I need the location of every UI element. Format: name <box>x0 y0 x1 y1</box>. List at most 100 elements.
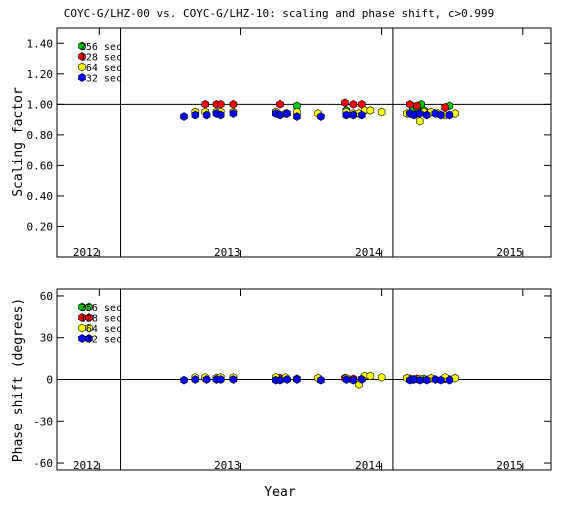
x-tick-label: 2014 <box>355 459 382 472</box>
data-point <box>342 110 351 120</box>
x-tick-label: 2014 <box>355 246 382 259</box>
data-point <box>349 99 358 109</box>
y-tick-label: 0 <box>46 374 53 387</box>
data-point <box>406 99 414 109</box>
data-point <box>366 371 375 381</box>
data-point <box>276 110 284 120</box>
data-point <box>366 106 375 115</box>
y-tick-label: 30 <box>40 332 53 345</box>
data-point <box>317 375 325 385</box>
legend-label: 32 sec <box>86 74 122 85</box>
y-tick-label: 1.00 <box>27 98 54 111</box>
y-tick-label: 0.40 <box>27 190 54 203</box>
data-point <box>431 109 440 118</box>
data-point <box>441 103 449 112</box>
data-point <box>377 373 386 382</box>
legend-marker <box>78 323 86 333</box>
data-point <box>283 109 291 118</box>
data-point <box>413 101 421 111</box>
y-axis-label: Scaling factor <box>11 87 26 197</box>
data-point <box>415 109 424 118</box>
legend-marker <box>85 302 93 312</box>
data-point <box>283 375 291 384</box>
data-point <box>349 375 358 385</box>
y-tick-label: 1.40 <box>27 37 54 50</box>
legend-marker <box>78 334 86 343</box>
legend-label: 64 sec <box>86 324 122 335</box>
y-tick-label: 1.20 <box>27 68 54 81</box>
legend-label: 32 sec <box>86 335 122 346</box>
legend-marker <box>78 62 86 72</box>
data-point <box>445 375 454 385</box>
data-point <box>341 98 349 108</box>
x-axis-label: Year <box>264 485 295 500</box>
panel-bottom: -60 -30 0 30 60 2012 2013 2014 2015 Phase shift (… <box>11 288 552 500</box>
legend-marker <box>85 334 93 343</box>
data-point <box>451 373 459 383</box>
x-tick-label: 2012 <box>73 246 100 259</box>
x-tick-label: 2015 <box>496 246 523 259</box>
legend-marker <box>78 73 86 82</box>
legend-marker <box>78 41 86 51</box>
data-point <box>342 375 351 384</box>
data-point <box>415 116 424 126</box>
data-point <box>445 110 454 120</box>
data-point <box>377 107 386 117</box>
data-point <box>358 110 366 120</box>
y-tick-label: 0.20 <box>27 220 54 233</box>
data-point <box>293 112 301 121</box>
data-point <box>191 375 200 384</box>
data-point <box>423 375 431 385</box>
series-32-sec <box>180 109 454 121</box>
legend-label: 128 sec <box>80 314 122 325</box>
y-tick-label: 0.80 <box>27 129 54 142</box>
series-128-sec <box>201 98 449 112</box>
y-axis-label: Phase shift (degrees) <box>11 298 26 462</box>
data-point <box>180 112 188 121</box>
data-point <box>180 375 188 385</box>
data-point <box>202 375 211 384</box>
data-point <box>423 110 431 120</box>
data-point <box>317 112 325 121</box>
data-point <box>229 375 238 384</box>
data-point <box>358 375 366 384</box>
data-point <box>276 99 284 109</box>
data-point <box>415 375 424 385</box>
legend-marker <box>78 52 86 61</box>
y-tick-label: -60 <box>33 457 53 470</box>
x-tick-label: 2013 <box>214 459 241 472</box>
series-32-sec <box>180 375 454 385</box>
data-point <box>191 110 200 120</box>
data-point <box>229 99 238 109</box>
x-tick-label: 2012 <box>73 459 100 472</box>
legend-label: 256 sec <box>80 42 122 53</box>
data-point <box>437 375 445 385</box>
legend-marker <box>85 323 93 333</box>
data-point <box>216 110 225 120</box>
data-point <box>229 109 238 118</box>
panel-top: 0.20 0.40 0.60 0.80 1.00 1.20 1.40 2012 2013 2014… <box>11 27 552 259</box>
legend-label: 128 sec <box>80 53 122 64</box>
data-point <box>216 99 225 109</box>
legend-marker <box>85 313 93 322</box>
legend-label: 256 sec <box>80 303 122 314</box>
data-point <box>216 375 225 384</box>
y-tick-label: -30 <box>33 415 53 428</box>
chart-title: COYC-G/LHZ-00 vs. COYC-G/LHZ-10: scaling… <box>64 7 494 20</box>
data-point <box>293 375 301 384</box>
data-point <box>437 110 445 120</box>
x-tick-label: 2015 <box>496 459 523 472</box>
y-tick-label: 60 <box>40 290 53 303</box>
data-point <box>349 110 358 120</box>
data-point <box>276 375 284 385</box>
data-point <box>451 109 459 118</box>
legend-label: 64 sec <box>86 63 122 74</box>
y-tick-label: 0.60 <box>27 159 54 172</box>
x-tick-label: 2013 <box>214 246 241 259</box>
data-point <box>202 110 211 120</box>
data-point <box>201 99 209 109</box>
plot-frame <box>56 27 552 258</box>
